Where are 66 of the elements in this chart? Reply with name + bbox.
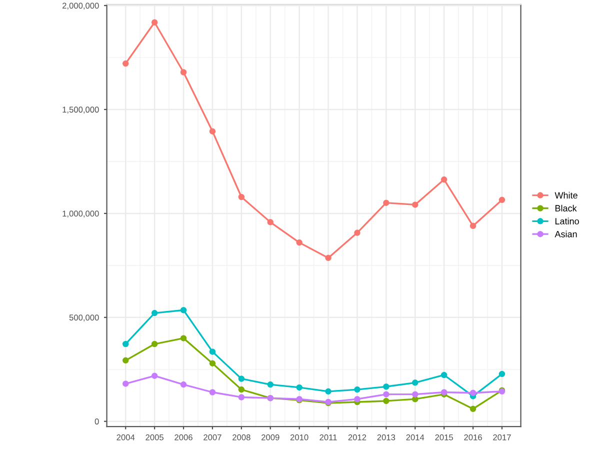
point <box>383 200 390 206</box>
x-tick-label: 2014 <box>406 434 424 440</box>
x-tick-label: 2011 <box>320 434 337 440</box>
point <box>180 306 187 314</box>
point <box>238 386 245 393</box>
point <box>151 340 158 348</box>
point <box>122 380 129 387</box>
point <box>383 384 390 390</box>
y-tick-label: 500,000 <box>69 314 99 322</box>
point <box>470 406 476 412</box>
x-tick-label: 2017 <box>493 434 511 440</box>
point <box>325 388 332 395</box>
point <box>122 60 129 67</box>
legend-label: White <box>554 192 578 199</box>
point <box>209 348 216 355</box>
point <box>209 360 216 366</box>
point <box>354 386 360 393</box>
point <box>180 69 187 76</box>
point <box>151 310 158 316</box>
point <box>354 230 360 236</box>
x-tick-label: 2012 <box>348 434 366 440</box>
point <box>267 381 274 388</box>
y-tick-label: 2,000,000 <box>62 2 99 10</box>
point <box>296 239 302 246</box>
point <box>180 381 187 388</box>
point <box>470 222 476 230</box>
x-tick-label: 2005 <box>146 434 164 440</box>
point <box>238 194 245 200</box>
point <box>354 396 360 402</box>
point <box>267 219 274 226</box>
x-tick-label: 2016 <box>464 434 482 440</box>
x-tick-label: 2006 <box>174 434 192 440</box>
point <box>122 357 129 364</box>
point <box>238 376 245 382</box>
point <box>383 398 390 404</box>
point <box>440 372 448 378</box>
x-tick-label: 2004 <box>116 434 135 440</box>
legend-label: Asian <box>554 230 577 238</box>
legend-label: Latino <box>555 218 579 224</box>
x-tick-label: 2007 <box>204 434 222 440</box>
point <box>383 391 390 398</box>
y-tick-label: 1,500,000 <box>62 106 99 114</box>
y-tick-label: 0 <box>94 418 99 424</box>
x-tick-label: 2010 <box>290 434 308 440</box>
point <box>122 340 129 348</box>
legend-label: Black <box>555 204 577 212</box>
point <box>238 394 245 400</box>
point <box>498 370 506 378</box>
point <box>151 372 158 379</box>
x-tick-label: 2013 <box>377 434 396 440</box>
point <box>151 19 158 26</box>
point <box>412 391 418 398</box>
y-tick-label: 1,000,000 <box>62 210 99 218</box>
point <box>498 196 506 204</box>
x-tick-label: 2015 <box>435 434 453 440</box>
point <box>412 202 418 208</box>
point <box>180 335 187 342</box>
point <box>325 254 332 262</box>
point <box>470 390 476 396</box>
x-tick-label: 2009 <box>262 434 280 440</box>
x-tick-label: 2008 <box>232 434 250 440</box>
point <box>209 389 216 396</box>
point <box>412 380 418 386</box>
point <box>296 384 302 391</box>
point <box>209 128 216 134</box>
point <box>440 176 448 183</box>
